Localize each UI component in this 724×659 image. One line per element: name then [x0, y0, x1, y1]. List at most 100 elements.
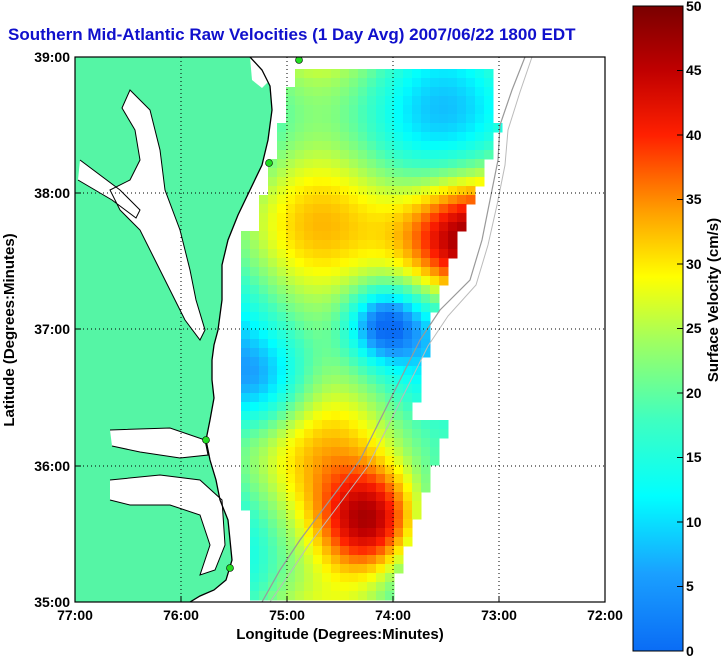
- velocity-cell: [250, 357, 260, 367]
- velocity-cell: [304, 366, 314, 376]
- velocity-cell: [403, 429, 413, 439]
- velocity-cell: [439, 78, 449, 88]
- velocity-cell: [358, 114, 368, 124]
- velocity-cell: [457, 78, 467, 88]
- velocity-cell: [358, 510, 368, 520]
- velocity-cell: [457, 69, 467, 79]
- velocity-cell: [412, 447, 422, 457]
- velocity-cell: [358, 69, 368, 79]
- pamlico-sound: [110, 475, 225, 575]
- velocity-cell: [439, 186, 449, 196]
- velocity-cell: [349, 447, 359, 457]
- velocity-cell: [403, 366, 413, 376]
- velocity-cell: [367, 204, 377, 214]
- velocity-cell: [367, 402, 377, 412]
- velocity-cell: [304, 204, 314, 214]
- velocity-cell: [331, 357, 341, 367]
- velocity-cell: [268, 303, 278, 313]
- velocity-cell: [268, 348, 278, 358]
- velocity-cell: [403, 348, 413, 358]
- velocity-cell: [286, 375, 296, 385]
- velocity-cell: [277, 501, 287, 511]
- velocity-cell: [349, 348, 359, 358]
- velocity-cell: [268, 240, 278, 250]
- velocity-cell: [277, 366, 287, 376]
- velocity-cell: [367, 555, 377, 565]
- velocity-cell: [358, 402, 368, 412]
- velocity-cell: [295, 348, 305, 358]
- velocity-cell: [412, 195, 422, 205]
- velocity-cell: [358, 411, 368, 421]
- velocity-cell: [358, 492, 368, 502]
- velocity-cell: [286, 123, 296, 133]
- velocity-cell: [367, 114, 377, 124]
- velocity-cell: [403, 159, 413, 169]
- velocity-cell: [331, 456, 341, 466]
- velocity-cell: [277, 582, 287, 592]
- velocity-cell: [412, 267, 422, 277]
- velocity-cell: [268, 276, 278, 286]
- velocity-cell: [322, 447, 332, 457]
- velocity-cell: [286, 294, 296, 304]
- velocity-cell: [457, 177, 467, 187]
- velocity-cell: [322, 537, 332, 547]
- velocity-cell: [421, 141, 431, 151]
- velocity-cell: [484, 78, 494, 88]
- velocity-cell: [259, 222, 269, 232]
- velocity-cell: [286, 321, 296, 331]
- velocity-cell: [430, 159, 440, 169]
- velocity-cell: [277, 168, 287, 178]
- velocity-cell: [268, 591, 278, 601]
- velocity-cell: [331, 96, 341, 106]
- velocity-cell: [304, 510, 314, 520]
- velocity-cell: [376, 132, 386, 142]
- velocity-cell: [286, 267, 296, 277]
- velocity-cell: [295, 474, 305, 484]
- velocity-cell: [286, 222, 296, 232]
- velocity-cell: [358, 429, 368, 439]
- velocity-cell: [277, 141, 287, 151]
- velocity-cell: [439, 195, 449, 205]
- velocity-cell: [259, 213, 269, 223]
- velocity-cell: [385, 114, 395, 124]
- velocity-cell: [331, 564, 341, 574]
- velocity-cell: [304, 195, 314, 205]
- velocity-cell: [322, 429, 332, 439]
- velocity-cell: [466, 123, 476, 133]
- velocity-cell: [295, 528, 305, 538]
- velocity-cell: [358, 447, 368, 457]
- velocity-cell: [304, 528, 314, 538]
- velocity-cell: [394, 141, 404, 151]
- velocity-cell: [475, 123, 485, 133]
- velocity-cell: [403, 339, 413, 349]
- velocity-cell: [322, 303, 332, 313]
- station-marker: [265, 159, 273, 167]
- lat-tick-label: 39:00: [34, 49, 70, 65]
- velocity-cell: [295, 123, 305, 133]
- velocity-cell: [358, 177, 368, 187]
- velocity-cell: [250, 294, 260, 304]
- velocity-cell: [376, 474, 386, 484]
- velocity-cell: [466, 168, 476, 178]
- velocity-cell: [277, 150, 287, 160]
- velocity-cell: [475, 105, 485, 115]
- velocity-cell: [430, 249, 440, 259]
- velocity-cell: [376, 141, 386, 151]
- velocity-cell: [376, 303, 386, 313]
- velocity-cell: [412, 357, 422, 367]
- velocity-cell: [340, 123, 350, 133]
- velocity-cell: [250, 546, 260, 556]
- velocity-cell: [277, 240, 287, 250]
- velocity-cell: [385, 132, 395, 142]
- velocity-cell: [358, 285, 368, 295]
- velocity-cell: [439, 132, 449, 142]
- velocity-cell: [340, 519, 350, 529]
- velocity-cell: [250, 231, 260, 241]
- velocity-cell: [439, 87, 449, 97]
- velocity-cell: [331, 105, 341, 115]
- velocity-cell: [394, 465, 404, 475]
- velocity-cell: [259, 240, 269, 250]
- velocity-cell: [439, 159, 449, 169]
- velocity-cell: [241, 456, 251, 466]
- velocity-cell: [349, 186, 359, 196]
